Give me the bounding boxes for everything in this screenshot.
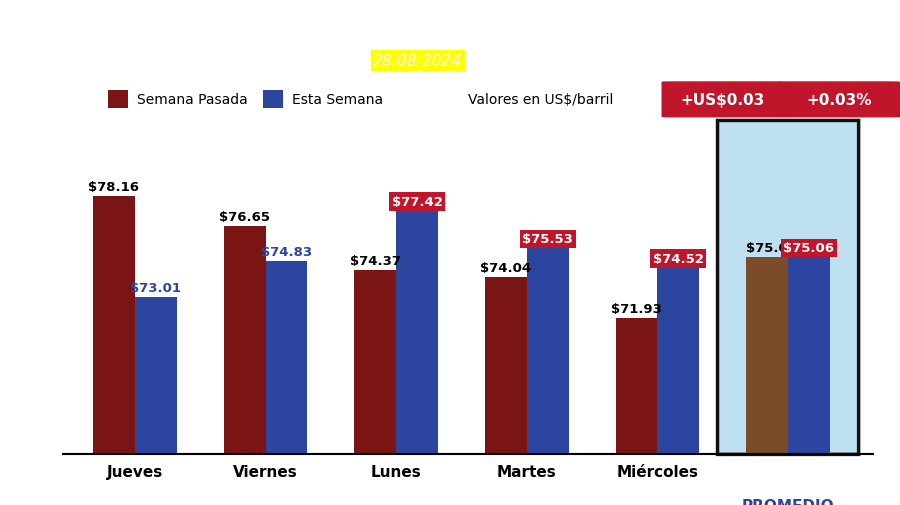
Bar (485, 277, 526, 505)
FancyBboxPatch shape (662, 82, 783, 118)
Bar (224, 226, 266, 505)
Bar (526, 248, 569, 505)
Text: $71.93: $71.93 (611, 302, 662, 316)
Bar (746, 258, 788, 505)
Text: $75.0: $75.0 (746, 242, 788, 255)
FancyBboxPatch shape (778, 82, 900, 118)
Text: PROMEDIO: PROMEDIO (742, 497, 834, 505)
Text: Petróleo WTI: detalles del promedio semanal de @MIC_RD: Petróleo WTI: detalles del promedio sema… (64, 12, 836, 38)
Text: Semana cerrando el miércoles 28-08-2024 / Elaboración Propia con datos de EIA: Semana cerrando el miércoles 28-08-2024 … (141, 53, 759, 69)
Text: $78.16: $78.16 (88, 181, 140, 193)
Text: $75.06: $75.06 (784, 242, 834, 255)
Text: Esta Semana: Esta Semana (292, 93, 382, 107)
Bar (396, 211, 438, 505)
Bar (616, 319, 657, 505)
Text: $75.53: $75.53 (522, 233, 573, 246)
Bar (266, 262, 307, 505)
Text: $74.52: $74.52 (652, 252, 704, 266)
Text: $74.37: $74.37 (350, 255, 400, 268)
Text: $73.01: $73.01 (130, 282, 181, 294)
Bar (135, 297, 176, 505)
Text: $74.83: $74.83 (261, 246, 312, 259)
Text: 28-08-2024: 28-08-2024 (373, 54, 462, 69)
Text: +0.03%: +0.03% (806, 93, 872, 108)
Text: $77.42: $77.42 (392, 195, 443, 209)
Bar (657, 268, 699, 505)
Bar (93, 196, 135, 505)
Text: +US$0.03: +US$0.03 (680, 93, 764, 108)
FancyBboxPatch shape (717, 121, 859, 454)
Text: Semana Pasada: Semana Pasada (137, 93, 248, 107)
Text: $76.65: $76.65 (219, 210, 270, 223)
Text: $74.04: $74.04 (481, 262, 531, 274)
Text: Valores en US$/barril: Valores en US$/barril (468, 93, 614, 107)
Bar (108, 91, 128, 109)
Bar (263, 91, 283, 109)
Bar (788, 257, 830, 505)
Bar (355, 271, 396, 505)
